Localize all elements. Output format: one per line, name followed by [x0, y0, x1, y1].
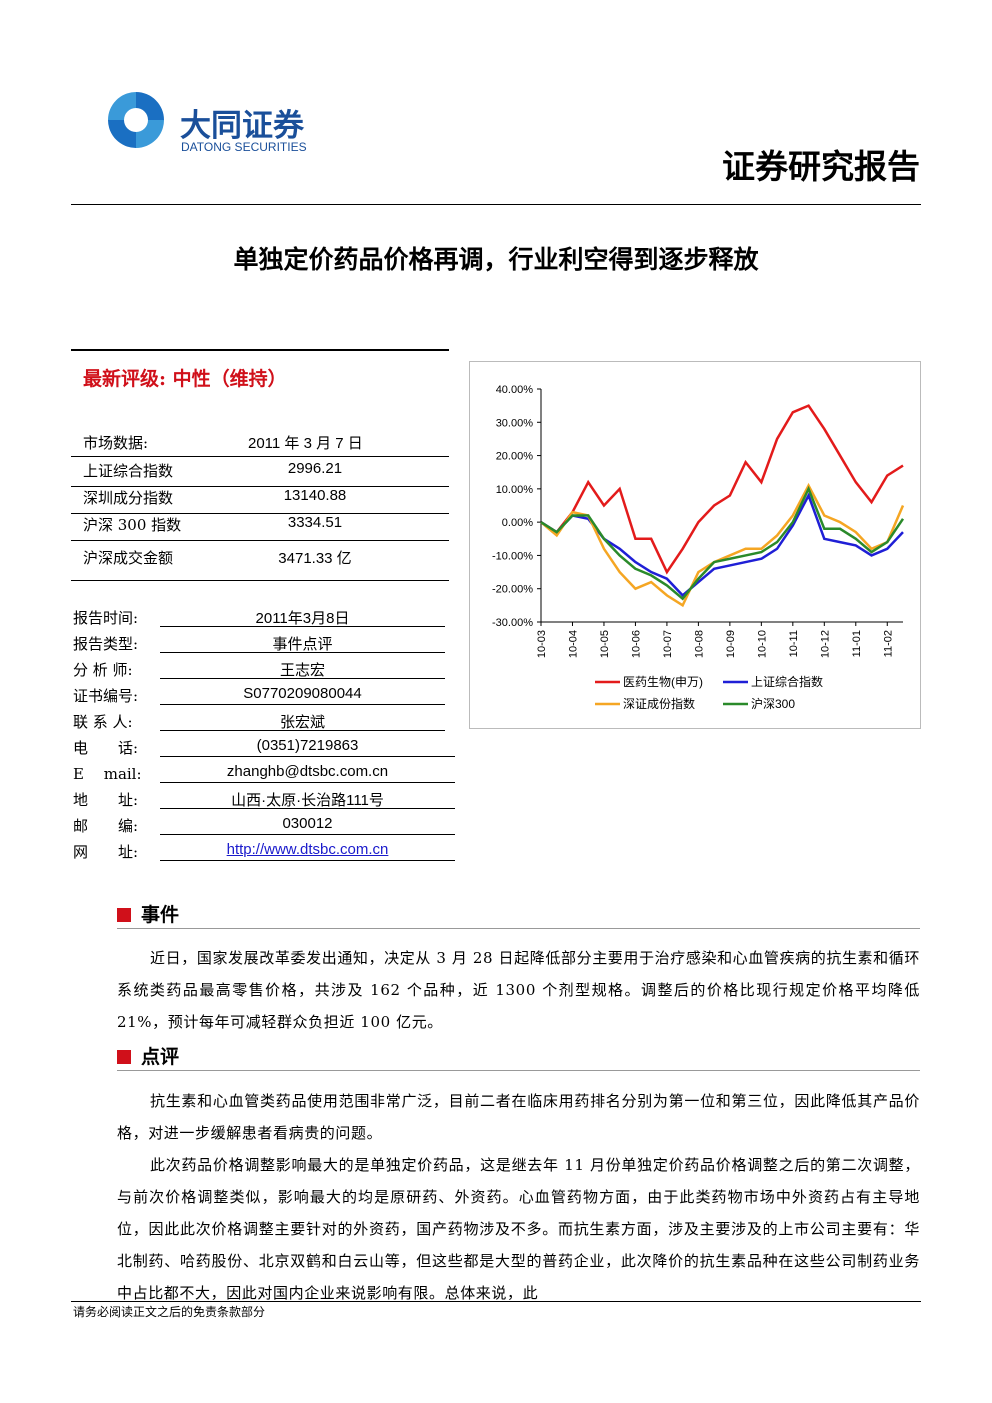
rule [71, 540, 449, 541]
x-tick-label: 10-05 [599, 630, 611, 658]
rule [71, 1301, 921, 1302]
y-tick-label: -30.00% [492, 617, 533, 629]
market-name: 沪深 300 指数 [83, 516, 182, 534]
info-value: 山西·太原·长治路111号 [160, 789, 455, 809]
market-name: 深圳成分指数 [83, 489, 174, 507]
market-value: 2996.21 [287, 460, 343, 477]
paragraph: 抗生素和心血管类药品使用范围非常广泛，目前二者在临床用药排名分别为第一位和第三位… [117, 1092, 920, 1142]
section-title: 事件 [141, 904, 180, 926]
info-label: E mail: [73, 765, 142, 783]
x-tick-label: 11-01 [851, 630, 863, 657]
paragraph: 近日，国家发展改革委发出通知，决定从 3 月 28 日起降低部分主要用于治疗感染… [117, 949, 920, 1031]
info-label: 报告类型: [73, 635, 139, 653]
info-value: (0351)7219863 [160, 737, 455, 757]
info-value: 事件点评 [160, 633, 445, 653]
x-tick-label: 11-02 [882, 630, 894, 657]
line-series [540, 485, 905, 601]
x-tick-label: 10-09 [725, 630, 737, 658]
x-tick-label: 10-03 [536, 630, 548, 658]
info-value: S0770209080044 [160, 685, 445, 705]
rule [71, 486, 449, 487]
info-value: zhanghb@dtsbc.com.cn [160, 763, 455, 783]
market-value: 3471.33 亿 [278, 550, 352, 567]
x-tick-label: 10-04 [567, 630, 579, 658]
legend-label: 医药生物(申万) [623, 675, 703, 689]
rule [71, 456, 449, 457]
report-type: 证券研究报告 [722, 147, 920, 186]
rule [71, 580, 449, 581]
market-name: 沪深成交金额 [83, 549, 174, 567]
market-value: 3334.51 [287, 514, 343, 531]
info-label: 联 系 人: [73, 713, 133, 731]
section-heading: 事件 [117, 902, 920, 929]
y-tick-label: 10.00% [496, 484, 534, 496]
info-label: 邮 编: [73, 817, 139, 835]
rating-label: 最新评级: [83, 368, 167, 390]
x-tick-label: 10-08 [693, 630, 705, 658]
info-label: 分 析 师: [73, 661, 133, 679]
section-title: 点评 [141, 1046, 180, 1068]
logo [108, 92, 164, 148]
info-value: http://www.dtsbc.com.cn [160, 841, 455, 861]
chart: -30.00% -20.00% -10.00% 0.00% 10.00% 20.00% 30… [469, 361, 921, 729]
rating-value: 中性（维持） [172, 368, 287, 390]
company-en: DATONG SECURITIES [181, 140, 307, 154]
company: 大同证券 [180, 108, 304, 143]
rule [71, 349, 449, 351]
x-tick-label: 10-07 [662, 630, 674, 658]
y-tick-label: -20.00% [492, 584, 533, 596]
market-date: 2011 年 3 月 7 日 [248, 435, 363, 452]
y-tick-label: 30.00% [496, 417, 534, 429]
x-tick-label: 10-10 [756, 630, 768, 658]
x-tick-label: 10-06 [630, 630, 642, 658]
y-tick-label: 40.00% [496, 384, 534, 396]
info-label: 电 话: [73, 739, 139, 757]
info-value: 030012 [160, 815, 455, 835]
paragraph: 此次药品价格调整影响最大的是单独定价药品，这是继去年 11 月份单独定价药品价格… [117, 1156, 920, 1302]
info-label: 地 址: [73, 791, 139, 809]
legend-label: 深证成份指数 [623, 696, 695, 711]
rule [71, 204, 921, 205]
info-value: 张宏斌 [160, 711, 445, 731]
y-tick-label: 0.00% [502, 517, 533, 529]
market-name: 上证综合指数 [83, 462, 174, 480]
x-tick-label: 10-11 [788, 630, 800, 657]
info-label: 报告时间: [73, 609, 139, 627]
x-tick-label: 10-12 [819, 630, 831, 658]
legend-label: 上证综合指数 [751, 674, 823, 689]
title: 单独定价药品价格再调，行业利空得到逐步释放 [233, 245, 759, 274]
section-heading: 点评 [117, 1044, 920, 1071]
info-value: 2011年3月8日 [160, 607, 445, 627]
rating: 最新评级: 中性（维持） [83, 364, 287, 391]
line-series [540, 482, 905, 608]
line-series [540, 404, 904, 575]
info-value: 王志宏 [160, 659, 445, 679]
info-label: 证书编号: [73, 687, 139, 705]
legend-label: 沪深300 [751, 697, 795, 711]
rule [71, 513, 449, 514]
y-tick-label: 20.00% [496, 451, 534, 463]
info-label: 网 址: [73, 843, 139, 861]
line-series [540, 492, 904, 598]
y-tick-label: -10.00% [492, 550, 533, 562]
market-heading: 市场数据: [83, 434, 149, 452]
footer: 请务必阅读正文之后的免责条款部分 [73, 1305, 266, 1319]
market-value: 13140.88 [283, 487, 347, 504]
